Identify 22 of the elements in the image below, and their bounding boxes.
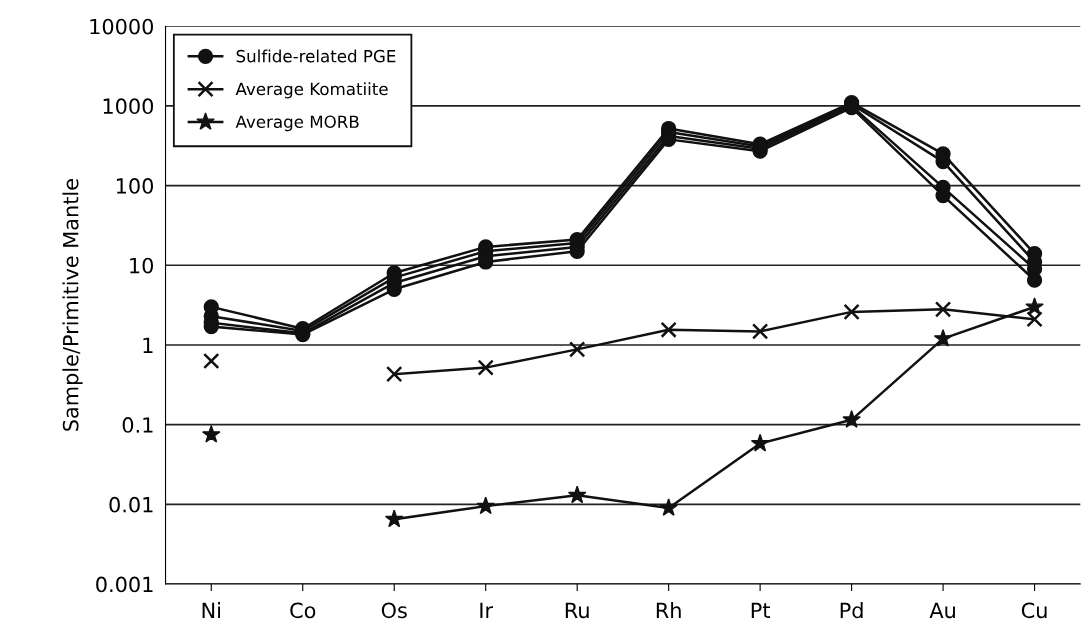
x-tick-label: Cu — [1021, 602, 1047, 619]
x-tick-label: Ir — [480, 602, 494, 618]
x-tick-label: Os — [381, 602, 407, 619]
legend-label: Average MORB — [235, 115, 359, 132]
x-tick-label: Rh — [656, 602, 681, 618]
x-tick-label: Au — [929, 602, 955, 619]
x-tick-label: Ni — [202, 602, 220, 618]
y-tick-label: 10000 — [90, 18, 154, 35]
y-tick-label: 0.01 — [109, 496, 153, 513]
legend-label: Sulfide-related PGE — [236, 49, 396, 63]
y-tick-label: 100 — [116, 178, 154, 194]
x-tick-label: Pt — [751, 602, 770, 618]
y-axis-title: Sample/Primitive Mantle — [62, 179, 83, 431]
y-tick-label: 10 — [130, 257, 154, 274]
y-tick-label: 0.1 — [122, 417, 153, 433]
y-tick-label: 1 — [143, 337, 153, 353]
x-tick-label: Ru — [565, 602, 589, 619]
x-tick-label: Pd — [840, 602, 863, 619]
legend-label: Average Komatiite — [235, 82, 388, 99]
x-tick-label: Co — [290, 602, 316, 619]
y-tick-label: 0.001 — [96, 576, 153, 593]
y-tick-label: 1000 — [103, 98, 154, 115]
